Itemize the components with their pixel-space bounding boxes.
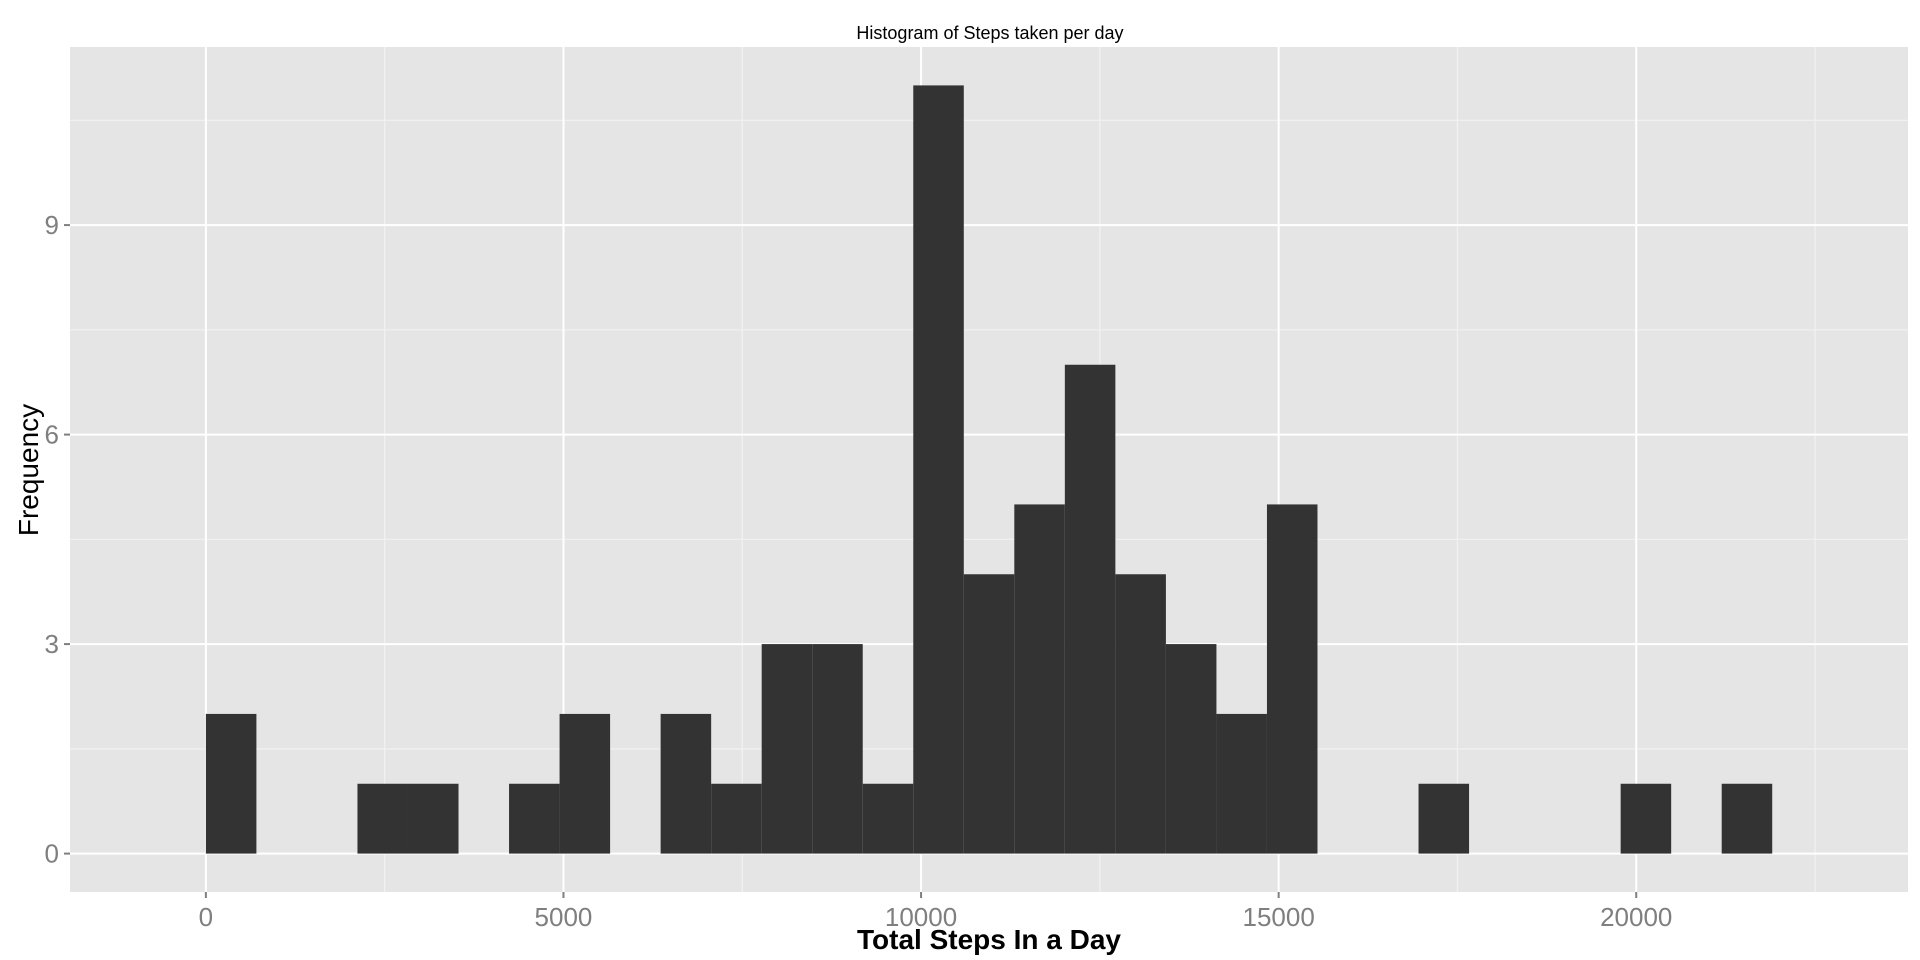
x-axis-ticks: 0 5000 10000 15000 20000 (199, 892, 1672, 932)
histogram-bar (1064, 364, 1116, 854)
histogram-bar (1165, 644, 1217, 854)
histogram-bar (1620, 783, 1672, 854)
histogram-bar (1216, 713, 1267, 854)
chart-title: Histogram of Steps taken per day (856, 23, 1123, 43)
histogram-bar (1418, 783, 1470, 854)
y-tick-label: 3 (45, 629, 59, 659)
histogram-bar (559, 713, 611, 854)
y-axis-label: Frequency (13, 404, 44, 536)
y-tick-label: 0 (45, 839, 59, 869)
histogram-bar (407, 783, 459, 854)
histogram-bar (963, 574, 1015, 854)
histogram-bar (509, 783, 560, 854)
x-tick-label: 10000 (885, 902, 957, 932)
y-tick-label: 9 (45, 210, 59, 240)
histogram-bars (205, 85, 1773, 854)
y-tick-label: 6 (45, 420, 59, 450)
histogram-bar (1721, 783, 1773, 854)
histogram-bar (357, 783, 408, 854)
histogram-bar (660, 713, 712, 854)
y-axis-ticks: 0 3 6 9 (45, 210, 70, 869)
x-axis-label: Total Steps In a Day (857, 924, 1121, 955)
x-tick-label: 15000 (1242, 902, 1314, 932)
histogram-bar (913, 85, 964, 854)
x-tick-label: 5000 (535, 902, 593, 932)
histogram-bar (711, 783, 762, 854)
histogram-bar (1266, 504, 1318, 854)
histogram-bar (761, 644, 813, 854)
histogram-bar (1115, 574, 1166, 854)
histogram-bar (1014, 504, 1065, 854)
x-tick-label: 20000 (1600, 902, 1672, 932)
x-tick-label: 0 (199, 902, 213, 932)
histogram-bar (812, 644, 863, 854)
histogram-bar (862, 783, 914, 854)
histogram-bar (205, 713, 257, 854)
